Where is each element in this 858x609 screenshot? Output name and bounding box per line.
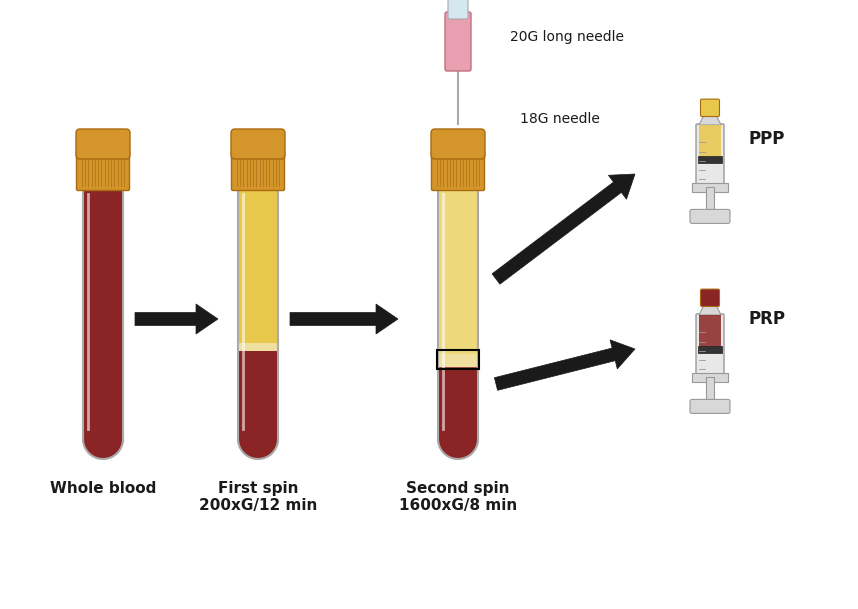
Bar	[706, 188, 714, 211]
Bar	[692, 373, 728, 382]
FancyBboxPatch shape	[700, 99, 720, 116]
FancyBboxPatch shape	[696, 314, 724, 378]
FancyBboxPatch shape	[700, 289, 720, 306]
Bar	[698, 157, 722, 163]
FancyBboxPatch shape	[431, 129, 485, 159]
Bar	[708, 289, 712, 301]
Bar	[692, 183, 728, 192]
Polygon shape	[438, 367, 478, 459]
Polygon shape	[83, 189, 123, 459]
Bar	[706, 378, 714, 401]
Bar	[699, 125, 721, 160]
FancyBboxPatch shape	[232, 149, 285, 191]
Bar	[439, 189, 477, 354]
Text: Second spin
1600xG/8 min: Second spin 1600xG/8 min	[399, 481, 517, 513]
Polygon shape	[494, 340, 635, 390]
FancyBboxPatch shape	[432, 149, 485, 191]
FancyBboxPatch shape	[690, 209, 730, 224]
FancyBboxPatch shape	[231, 129, 285, 159]
Polygon shape	[83, 189, 123, 459]
Bar	[437, 350, 479, 369]
FancyBboxPatch shape	[696, 124, 724, 188]
Bar	[239, 343, 277, 351]
Bar	[699, 315, 721, 350]
Text: PRP: PRP	[748, 310, 785, 328]
Polygon shape	[492, 174, 635, 284]
Bar	[708, 99, 712, 111]
Text: First spin
200xG/12 min: First spin 200xG/12 min	[199, 481, 317, 513]
FancyBboxPatch shape	[448, 0, 468, 19]
FancyBboxPatch shape	[690, 400, 730, 414]
FancyBboxPatch shape	[445, 12, 471, 71]
Polygon shape	[238, 351, 278, 459]
FancyBboxPatch shape	[76, 129, 130, 159]
Text: 18G needle: 18G needle	[520, 112, 600, 126]
Polygon shape	[238, 189, 278, 459]
Polygon shape	[699, 111, 721, 125]
FancyBboxPatch shape	[76, 149, 130, 191]
Bar	[239, 189, 277, 343]
Polygon shape	[135, 304, 218, 334]
Text: PPP: PPP	[748, 130, 784, 148]
Text: 20G long needle: 20G long needle	[510, 30, 624, 44]
Polygon shape	[438, 189, 478, 459]
Bar	[698, 347, 722, 353]
Text: Whole blood: Whole blood	[50, 481, 156, 496]
Polygon shape	[290, 304, 398, 334]
Polygon shape	[699, 301, 721, 315]
Bar	[439, 354, 477, 367]
